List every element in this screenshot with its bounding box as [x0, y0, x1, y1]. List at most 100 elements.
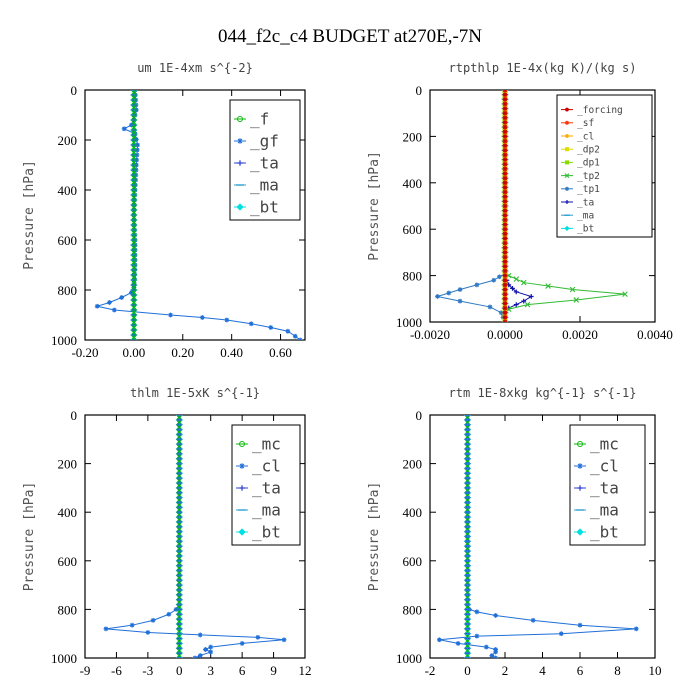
data-point	[455, 641, 461, 646]
data-point	[464, 417, 471, 423]
data-point	[133, 92, 138, 98]
data-point	[255, 634, 261, 640]
data-point	[464, 635, 471, 642]
data-point	[176, 456, 182, 462]
data-point	[474, 282, 480, 288]
data-point	[131, 312, 137, 318]
data-point	[208, 644, 214, 650]
data-point	[131, 187, 137, 193]
x-tick-label: 0.20	[171, 345, 194, 360]
data-point	[464, 446, 471, 452]
data-point	[464, 601, 471, 608]
data-point	[135, 142, 140, 148]
y-tick-label: 400	[58, 183, 78, 198]
data-point	[134, 147, 140, 153]
legend-marker	[239, 441, 245, 447]
y-tick-label: 400	[403, 176, 423, 191]
data-point	[176, 558, 182, 564]
data-point	[464, 460, 471, 467]
x-tick-label: 9	[270, 663, 277, 678]
y-tick-label: 1000	[396, 651, 422, 666]
legend-label: _bt	[577, 224, 594, 235]
legend-label: _ma	[577, 211, 594, 222]
data-point	[502, 314, 508, 320]
legend-label: _forcing	[577, 105, 623, 116]
data-point	[464, 524, 471, 530]
x-tick-label: 0.0040	[637, 327, 673, 342]
data-point	[457, 287, 463, 292]
legend-label: _dp2	[577, 145, 600, 156]
data-point	[132, 112, 138, 118]
legend-box	[229, 99, 301, 221]
y-tick-label: 800	[403, 269, 423, 284]
legend-marker	[577, 441, 583, 447]
data-point	[464, 655, 471, 658]
data-point	[493, 647, 499, 652]
data-point	[131, 162, 137, 168]
data-point	[134, 152, 140, 158]
data-point	[199, 315, 205, 320]
data-point	[176, 533, 182, 540]
data-point	[502, 157, 508, 162]
legend-marker	[565, 160, 569, 165]
data-point	[502, 217, 508, 223]
y-tick-label: 600	[58, 554, 78, 569]
y-tick-label: 0	[71, 408, 78, 423]
data-point	[111, 307, 117, 313]
data-point	[268, 325, 274, 330]
data-point	[131, 92, 137, 98]
data-point	[208, 649, 214, 655]
legend-marker	[237, 138, 243, 144]
legend-label: _cl	[252, 457, 281, 476]
data-point	[464, 577, 471, 583]
y-tick-label: 400	[58, 505, 78, 520]
data-point	[131, 227, 137, 233]
data-point	[107, 300, 112, 305]
data-point	[131, 337, 137, 340]
data-point	[545, 283, 551, 289]
data-point	[502, 222, 508, 227]
y-axis-label: Pressure [hPa]	[22, 482, 37, 592]
data-point	[131, 302, 137, 308]
legend-marker	[237, 160, 243, 166]
data-point	[491, 277, 497, 283]
data-point	[132, 262, 138, 268]
data-point	[131, 167, 137, 173]
data-point	[464, 519, 471, 525]
data-point	[176, 567, 182, 574]
data-point	[131, 332, 137, 338]
y-tick-label: 1000	[396, 315, 422, 330]
data-point	[464, 415, 471, 418]
data-point	[502, 185, 508, 190]
legend-marker	[577, 485, 583, 491]
data-point	[464, 640, 471, 647]
data-point	[131, 257, 137, 263]
data-point	[464, 480, 471, 486]
data-point	[132, 192, 138, 198]
data-point	[530, 617, 536, 623]
legend-label: _cl	[590, 457, 619, 476]
data-point	[131, 107, 137, 113]
data-point	[502, 96, 508, 102]
data-point	[145, 630, 151, 635]
legend-label: _mc	[590, 435, 619, 454]
data-point	[176, 417, 182, 423]
x-tick-label: 8	[614, 663, 621, 678]
data-point	[176, 626, 182, 632]
data-point	[176, 601, 182, 608]
data-point	[131, 172, 137, 178]
data-point	[573, 297, 580, 303]
data-point	[131, 272, 137, 278]
data-point	[132, 131, 138, 137]
data-point	[176, 563, 182, 569]
data-point	[176, 645, 182, 651]
data-point	[513, 289, 519, 295]
data-point	[502, 152, 508, 158]
data-point	[513, 302, 519, 307]
x-tick-label: -0.0020	[410, 327, 450, 342]
data-point	[176, 441, 182, 447]
data-point	[633, 626, 639, 632]
data-point	[176, 577, 182, 583]
data-point	[464, 611, 471, 617]
series-group	[103, 415, 287, 658]
